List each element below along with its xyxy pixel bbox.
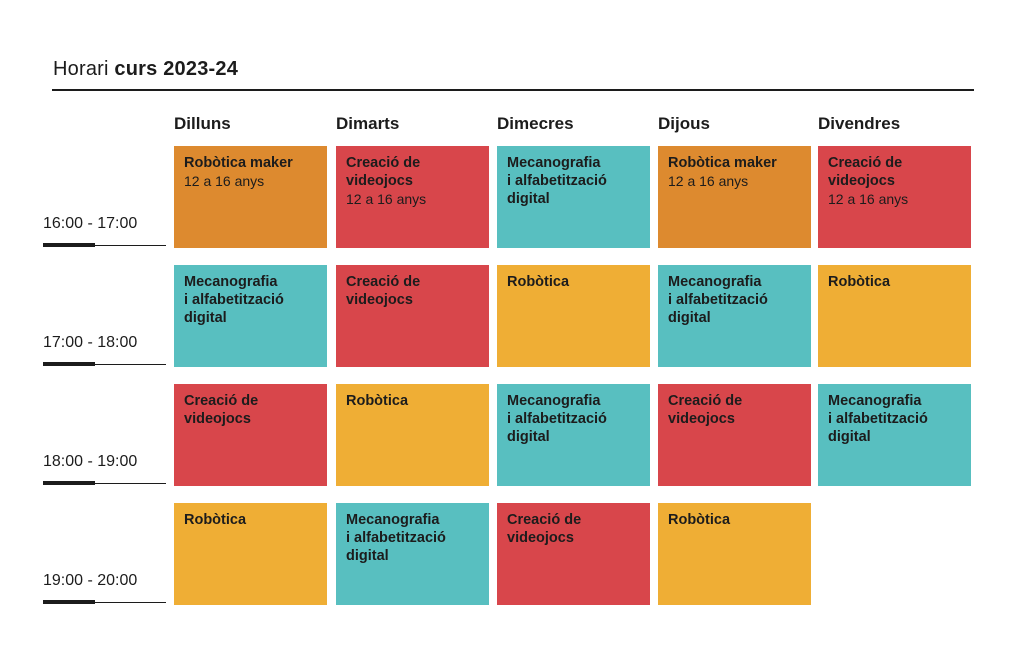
class-block[interactable]: Robòtica	[658, 503, 811, 605]
class-name: Robòtica	[507, 274, 570, 290]
time-slot-label: 17:00 - 18:00	[43, 334, 138, 351]
class-block[interactable]: Creació de videojocs	[497, 503, 650, 605]
class-name: Robòtica	[346, 393, 409, 409]
class-block[interactable]: Robòtica	[174, 503, 327, 605]
day-header-divendres: Divendres	[818, 114, 901, 133]
time-underline-thick	[43, 243, 95, 247]
class-block[interactable]: Creació de videojocs	[658, 384, 811, 486]
class-name: Creació de videojocs	[184, 393, 259, 427]
class-name: Mecanografia i alfabetització digital	[668, 274, 768, 326]
class-block[interactable]: Mecanografia i alfabetització digital	[174, 265, 327, 367]
class-age-range: 12 a 16 anys	[346, 191, 427, 207]
class-name: Creació de videojocs	[346, 155, 421, 189]
class-block[interactable]: Creació de videojocs	[336, 265, 489, 367]
page-title: Horari curs 2023-24	[53, 58, 238, 81]
class-name: Robòtica maker	[668, 155, 777, 171]
title-divider	[52, 89, 974, 91]
class-name: Mecanografia i alfabetització digital	[346, 512, 446, 564]
day-header-dijous: Dijous	[658, 114, 710, 133]
title-light: Horari	[53, 58, 109, 80]
time-underline-thin	[95, 245, 166, 246]
time-underline-thin	[95, 364, 166, 365]
class-block[interactable]: Mecanografia i alfabetització digital	[658, 265, 811, 367]
time-slot-label: 16:00 - 17:00	[43, 215, 138, 232]
class-block[interactable]: Robòtica maker 12 a 16 anys	[658, 146, 811, 248]
class-age-range: 12 a 16 anys	[184, 173, 265, 189]
class-name: Mecanografia i alfabetització digital	[507, 155, 607, 207]
class-name: Robòtica maker	[184, 155, 293, 171]
day-header-dilluns: Dilluns	[174, 114, 231, 133]
class-name: Creació de videojocs	[507, 512, 582, 546]
time-slot-label: 19:00 - 20:00	[43, 572, 138, 589]
class-name: Mecanografia i alfabetització digital	[828, 393, 928, 445]
class-age-range: 12 a 16 anys	[828, 191, 909, 207]
time-underline-thick	[43, 481, 95, 485]
class-block[interactable]: Mecanografia i alfabetització digital	[497, 146, 650, 248]
class-name: Robòtica	[668, 512, 731, 528]
class-block[interactable]: Robòtica	[336, 384, 489, 486]
class-block[interactable]: Robòtica	[497, 265, 650, 367]
class-name: Creació de videojocs	[346, 274, 421, 308]
class-block[interactable]: Mecanografia i alfabetització digital	[336, 503, 489, 605]
class-name: Creació de videojocs	[828, 155, 903, 189]
class-name: Creació de videojocs	[668, 393, 743, 427]
class-age-range: 12 a 16 anys	[668, 173, 749, 189]
class-name: Mecanografia i alfabetització digital	[184, 274, 284, 326]
class-block[interactable]: Mecanografia i alfabetització digital	[818, 384, 971, 486]
class-block[interactable]: Creació de videojocs 12 a 16 anys	[336, 146, 489, 248]
class-block[interactable]: Robòtica	[818, 265, 971, 367]
class-block[interactable]: Robòtica maker 12 a 16 anys	[174, 146, 327, 248]
class-block[interactable]: Creació de videojocs	[174, 384, 327, 486]
time-underline-thin	[95, 483, 166, 484]
title-bold: curs 2023-24	[114, 58, 239, 80]
class-block[interactable]: Mecanografia i alfabetització digital	[497, 384, 650, 486]
time-slot-label: 18:00 - 19:00	[43, 453, 138, 470]
class-name: Robòtica	[828, 274, 891, 290]
day-header-dimecres: Dimecres	[497, 114, 574, 133]
time-underline-thick	[43, 600, 95, 604]
day-header-dimarts: Dimarts	[336, 114, 400, 133]
class-name: Robòtica	[184, 512, 247, 528]
time-underline-thick	[43, 362, 95, 366]
class-name: Mecanografia i alfabetització digital	[507, 393, 607, 445]
time-underline-thin	[95, 602, 166, 603]
class-block[interactable]: Creació de videojocs 12 a 16 anys	[818, 146, 971, 248]
